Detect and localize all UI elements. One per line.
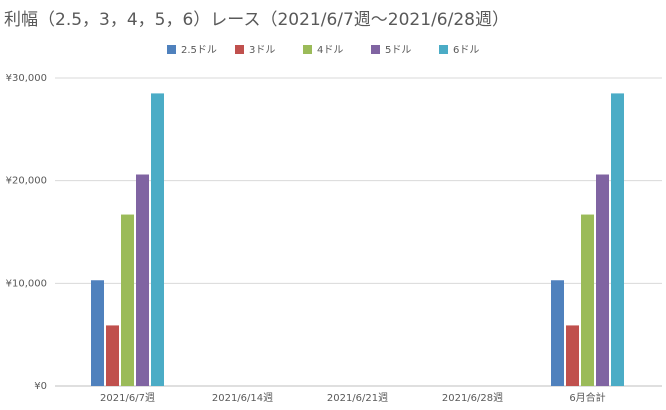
bar	[566, 325, 579, 386]
bar	[121, 214, 134, 386]
legend-swatch	[235, 45, 244, 54]
legend-swatch	[371, 45, 380, 54]
bar	[151, 93, 164, 387]
y-tick-label: ¥0	[34, 381, 47, 392]
x-tick-label: 2021/6/21週	[327, 392, 388, 404]
legend-swatch	[167, 45, 176, 54]
y-tick-label: ¥30,000	[6, 73, 47, 84]
bar	[106, 325, 119, 386]
chart-title: 利幅（2.5，3，4，5，6）レース（2021/6/7週〜2021/6/28週）	[4, 10, 509, 30]
bar	[611, 93, 624, 387]
x-tick-label: 2021/6/7週	[100, 392, 155, 404]
legend-swatch	[439, 45, 448, 54]
legend-label: 3ドル	[249, 45, 275, 56]
x-tick-label: 2021/6/28週	[442, 392, 503, 404]
legend-label: 2.5ドル	[181, 45, 217, 56]
bar	[581, 214, 594, 386]
legend-label: 4ドル	[317, 45, 343, 56]
legend-swatch	[303, 45, 312, 54]
bar	[551, 280, 564, 386]
x-tick-label: 2021/6/14週	[212, 392, 273, 404]
y-tick-label: ¥10,000	[6, 278, 47, 289]
legend-label: 6ドル	[453, 45, 479, 56]
y-tick-label: ¥20,000	[6, 176, 47, 187]
x-tick-label: 6月合計	[569, 391, 605, 404]
bar	[91, 280, 104, 386]
legend-label: 5ドル	[385, 45, 411, 56]
bar	[136, 174, 149, 386]
bar	[596, 174, 609, 386]
